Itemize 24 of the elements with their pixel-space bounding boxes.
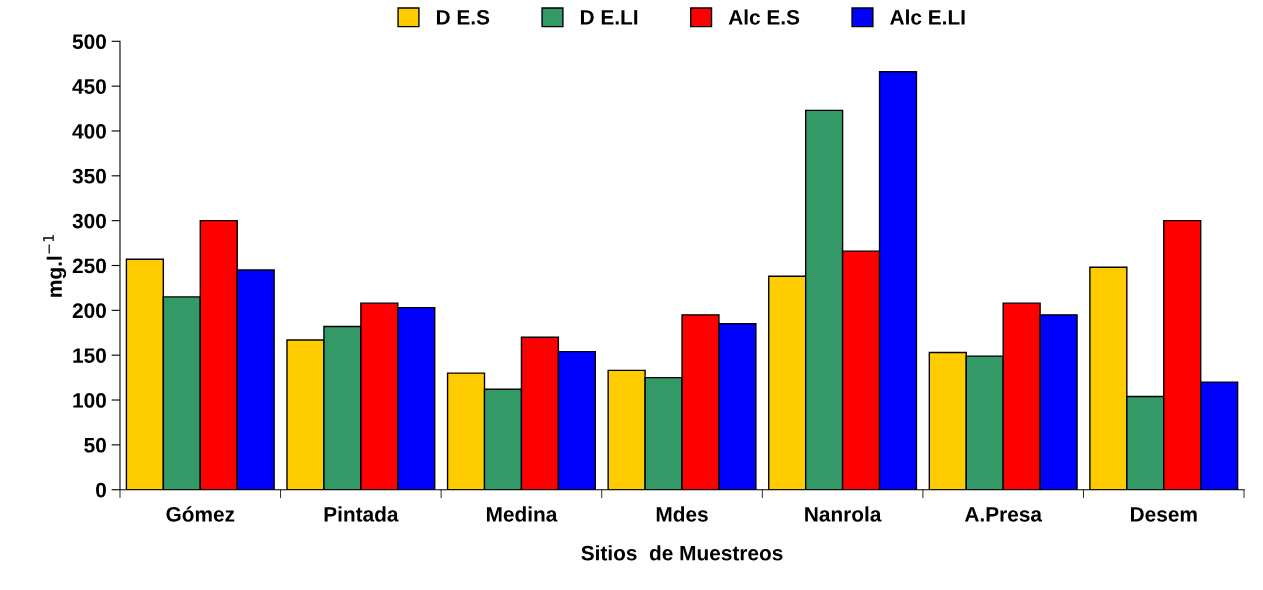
legend-label: D E.S: [436, 9, 490, 25]
x-tick-label: A.Presa: [964, 507, 1043, 522]
x-tick-label: Desem: [1130, 507, 1197, 522]
y-tick-label: 350: [72, 168, 106, 184]
y-axis-title: mg.l$^{−1}$: [43, 234, 67, 297]
y-tick-label: 500: [72, 34, 106, 50]
x-tick-label: Medina: [486, 506, 558, 522]
x-tick-label: Pintada: [324, 506, 399, 522]
y-tick-label: 0: [96, 482, 106, 498]
y-tick-label: 100: [73, 393, 106, 408]
legend-label: Alc E.S: [728, 9, 800, 25]
y-tick-label: 300: [72, 213, 106, 229]
y-tick-label: 50: [84, 437, 106, 453]
x-tick-label: Nanrola: [805, 506, 882, 522]
y-tick-label: 450: [72, 79, 106, 94]
y-tick-label: 200: [72, 303, 106, 319]
x-tick-label: Mdes: [656, 506, 708, 522]
legend-label: Alc E.LI: [890, 9, 965, 25]
x-tick-label: Gómez: [166, 506, 235, 522]
x-axis-title: Sitios de Muestreos: [581, 545, 783, 561]
y-tick-label: 400: [72, 123, 106, 139]
legend-label: D E.LI: [580, 10, 638, 25]
y-tick-label: 150: [73, 348, 106, 363]
y-tick-label: 250: [72, 258, 106, 274]
